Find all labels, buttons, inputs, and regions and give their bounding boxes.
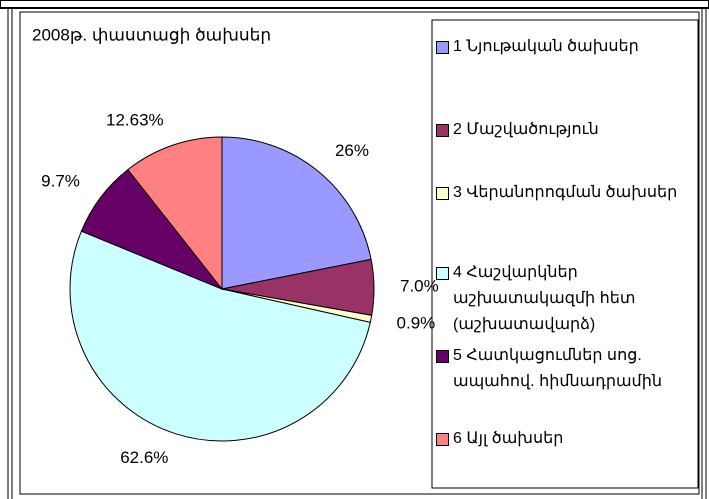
pie-slice (69, 230, 371, 442)
legend-item: 3 Վերանորոգման ծախսեր (436, 180, 698, 206)
table-row (0, 0, 709, 9)
data-label: 62.6% (120, 448, 168, 467)
legend-item: 1 Նյութական ծախսեր (436, 34, 698, 60)
data-label: 26% (335, 141, 369, 160)
legend-item: 5 Հատկացումներ սոց. ապահով. հիմնադրամին (436, 343, 698, 395)
data-label: 12.63% (106, 110, 164, 129)
legend-label: 4 Հաշվարկներ աշխատակազմի հետ (աշխատավարձ… (453, 264, 636, 333)
legend-label: 6 Այլ ծախսեր (453, 430, 564, 447)
legend-swatch (436, 124, 449, 137)
legend-item: 6 Այլ ծախսեր (436, 426, 698, 452)
legend-swatch (436, 433, 449, 446)
pie-slice (127, 136, 223, 291)
legend-label: 5 Հատկացումներ սոց. ապահով. հիմնադրամին (453, 347, 662, 390)
pie-slice (221, 136, 372, 290)
data-label: 9.7% (41, 171, 80, 190)
chart-title: 2008թ. փաստացի ծախսեր (32, 25, 271, 44)
legend: 1 Նյութական ծախսեր 2 Մաշվածություն 3 Վերան… (436, 24, 698, 484)
legend-swatch (436, 267, 449, 280)
chart-border (19, 11, 700, 495)
data-label: 7.0% (400, 277, 439, 296)
legend-item: 4 Հաշվարկներ աշխատակազմի հետ (աշխատավարձ… (436, 260, 698, 338)
legend-label: 3 Վերանորոգման ծախսեր (453, 184, 678, 201)
legend-swatch (436, 41, 449, 54)
legend-item: 2 Մաշվածություն (436, 117, 698, 143)
legend-swatch (436, 350, 449, 363)
legend-label: 2 Մաշվածություն (453, 121, 599, 138)
legend-swatch (436, 187, 449, 200)
legend-border (431, 19, 699, 489)
data-label: 0.9% (397, 313, 436, 332)
legend-label: 1 Նյութական ծախսեր (453, 38, 639, 55)
